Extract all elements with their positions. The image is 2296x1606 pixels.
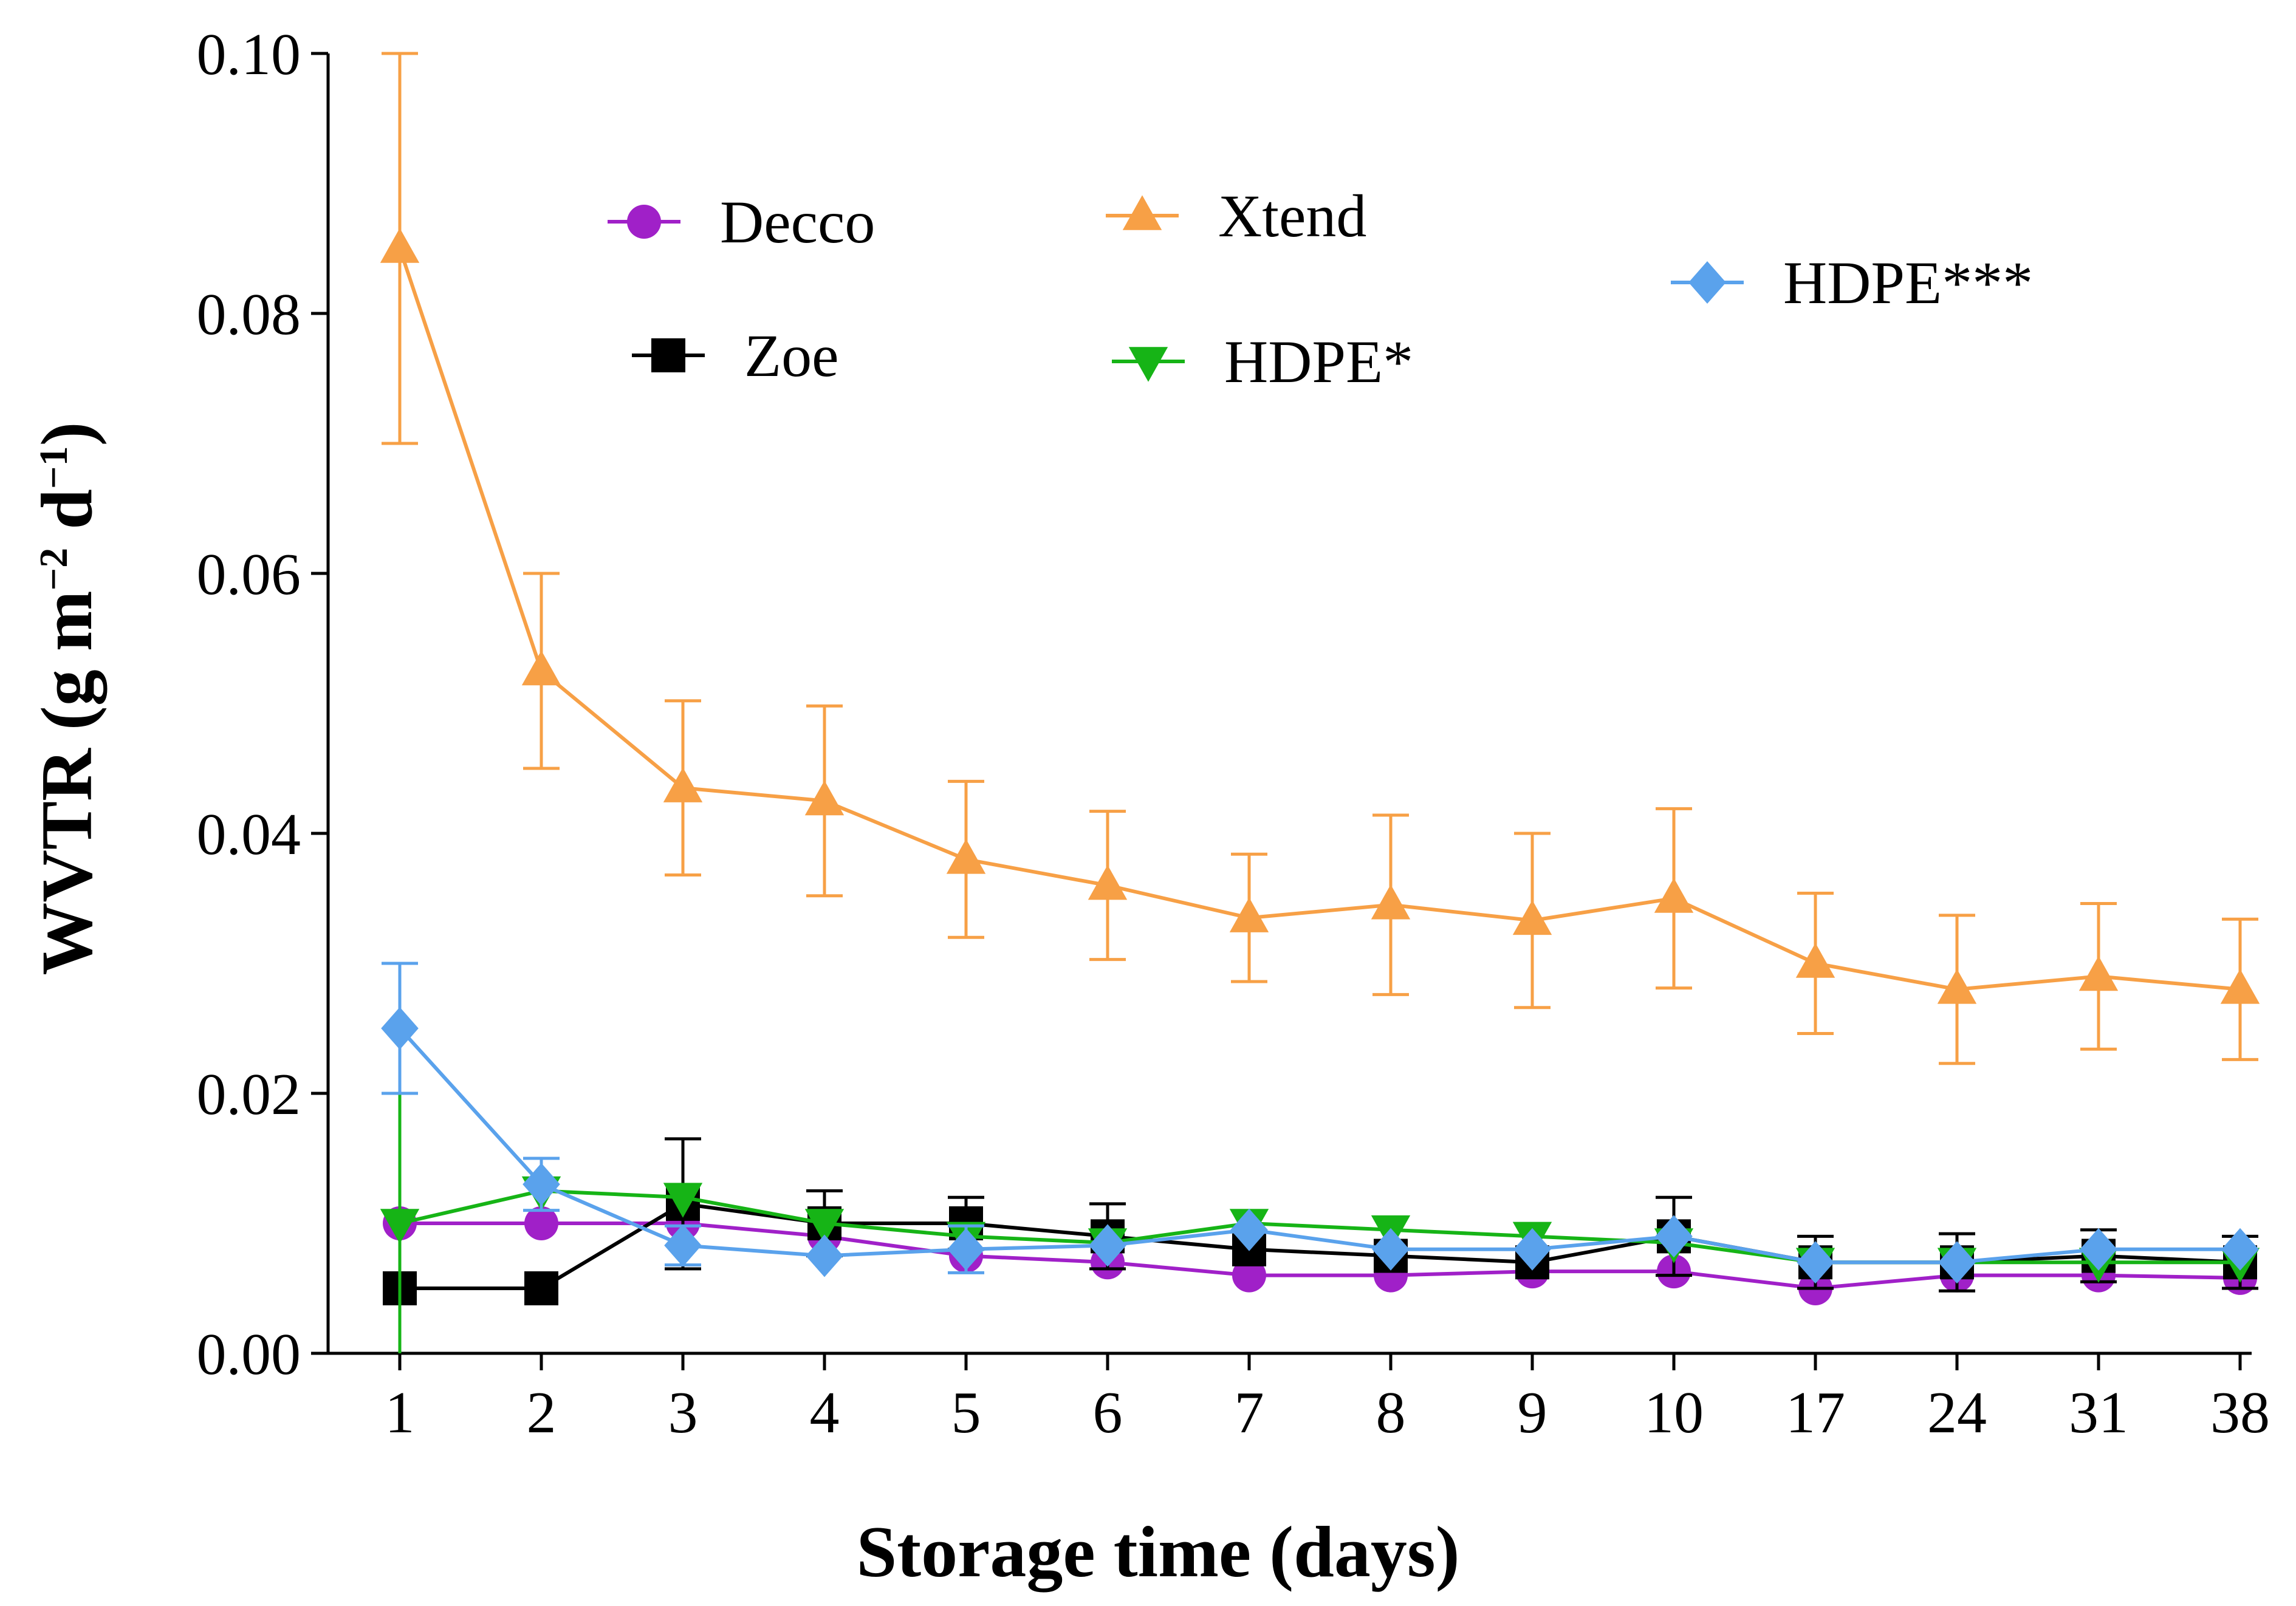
point-hdpestarstarstar-10 [1797,1241,1834,1284]
x-tick-label-6: 7 [1235,1380,1264,1446]
point-hdpestarstarstar-12 [2080,1228,2117,1271]
y-tick-label-2: 0.04 [197,802,301,867]
point-hdpestarstarstar-5 [1089,1224,1126,1267]
x-tick-label-4: 5 [951,1380,981,1446]
y-tick-label-4: 0.08 [197,282,301,347]
y-tick-label-0: 0.00 [197,1322,301,1387]
point-hdpestarstarstar-3 [806,1234,843,1277]
y-axis-title-exp2: −1 [32,446,76,489]
x-tick-label-0: 1 [385,1380,415,1446]
legend-item-xtend: Xtend [1106,182,1366,250]
series-hdpestarstarstar [381,962,2259,1284]
legend-item-hdpestarstarstar: HDPE*** [1671,249,2033,316]
legend-marker-hdpestarstarstar [1688,261,1726,304]
point-hdpestarstarstar-9 [1655,1215,1693,1258]
x-tick-label-7: 8 [1376,1380,1406,1446]
point-xtend-3 [804,780,845,816]
x-tick-label-11: 24 [1927,1380,1987,1446]
point-hdpestarstarstar-11 [1938,1241,1976,1284]
y-tick-label-5: 0.10 [197,22,301,87]
axes [326,53,2252,1355]
point-hdpestarstarstar-13 [2221,1228,2259,1271]
legend-marker-xtend [1122,195,1162,230]
point-hdpestarstarstar-8 [1513,1228,1551,1271]
point-xtend-0 [380,228,420,263]
point-zoe-1 [524,1271,558,1305]
x-tick-label-3: 4 [810,1380,840,1446]
x-tick-label-2: 3 [668,1380,698,1446]
point-xtend-7 [1371,884,1411,920]
legend-item-hdpestar: HDPE* [1112,328,1413,395]
point-xtend-8 [1512,900,1552,935]
point-decco-1 [524,1206,558,1240]
x-tick-label-12: 31 [2069,1380,2128,1446]
point-hdpestarstarstar-6 [1230,1208,1268,1251]
series-line-hdpestarstarstar [398,1027,2240,1265]
point-hdpestar-3 [804,1209,845,1244]
point-hdpestarstarstar-0 [381,1007,419,1050]
legend-marker-zoe [651,338,685,372]
y-tick-label-1: 0.02 [197,1062,301,1127]
y-axis-title-mid: d [26,489,107,548]
x-tick-label-13: 38 [2210,1380,2270,1446]
point-xtend-9 [1654,878,1694,913]
series-line-decco [400,1222,2241,1291]
series-line-xtend [398,248,2241,991]
x-axis-title: Storage time (days) [856,1511,1459,1593]
point-xtend-4 [946,839,986,874]
y-tick-label-3: 0.06 [197,542,301,607]
legend-label-decco: Decco [720,188,875,256]
x-tick-label-9: 10 [1644,1380,1704,1446]
y-axis-title-main: WVTR [26,748,107,976]
point-hdpestarstarstar-2 [664,1224,702,1267]
point-xtend-13 [2220,969,2260,1004]
series-layer [380,52,2260,1353]
legend-label-zoe: Zoe [744,322,838,389]
point-xtend-1 [521,650,561,686]
legend-label-hdpestar: HDPE* [1224,328,1413,395]
x-tick-label-5: 6 [1093,1380,1123,1446]
legend-item-zoe: Zoe [632,322,838,389]
point-decco-6 [1232,1258,1266,1293]
y-axis-title: WVTR (g m−2 d−1) [26,422,108,975]
legend-marker-hdpestar [1128,347,1168,382]
legend: Decco Zoe Xtend HDPE* HDPE*** [608,182,2033,395]
x-tick-label-1: 2 [527,1380,557,1446]
legend-marker-decco [627,205,661,239]
y-axis-title-exp1: −2 [32,548,76,591]
point-xtend-6 [1229,897,1269,932]
point-xtend-5 [1088,865,1128,900]
point-hdpestarstarstar-7 [1372,1228,1410,1271]
x-tick-label-8: 9 [1518,1380,1547,1446]
legend-label-hdpestarstarstar: HDPE*** [1783,249,2033,316]
point-xtend-2 [663,767,703,802]
y-axis-title-open: (g m [26,590,108,730]
point-hdpestarstarstar-1 [523,1163,560,1206]
point-xtend-11 [1937,969,1977,1004]
y-axis-title-close: ) [26,422,107,446]
x-tick-label-10: 17 [1786,1380,1845,1446]
point-hdpestar-0 [380,1209,420,1244]
series-xtend [380,52,2260,1065]
series-decco [383,1206,2257,1305]
point-hdpestar-2 [663,1183,703,1218]
x-ticks: 1 2 3 4 5 6 7 8 9 10 17 24 31 38 [385,1353,2270,1446]
legend-label-xtend: Xtend [1218,182,1366,250]
legend-item-decco: Decco [608,188,875,256]
point-hdpestarstarstar-4 [947,1228,985,1271]
point-xtend-10 [1795,943,1835,978]
point-xtend-12 [2078,955,2119,991]
y-ticks: 0.00 0.02 0.04 0.06 0.08 0.10 [197,22,328,1387]
